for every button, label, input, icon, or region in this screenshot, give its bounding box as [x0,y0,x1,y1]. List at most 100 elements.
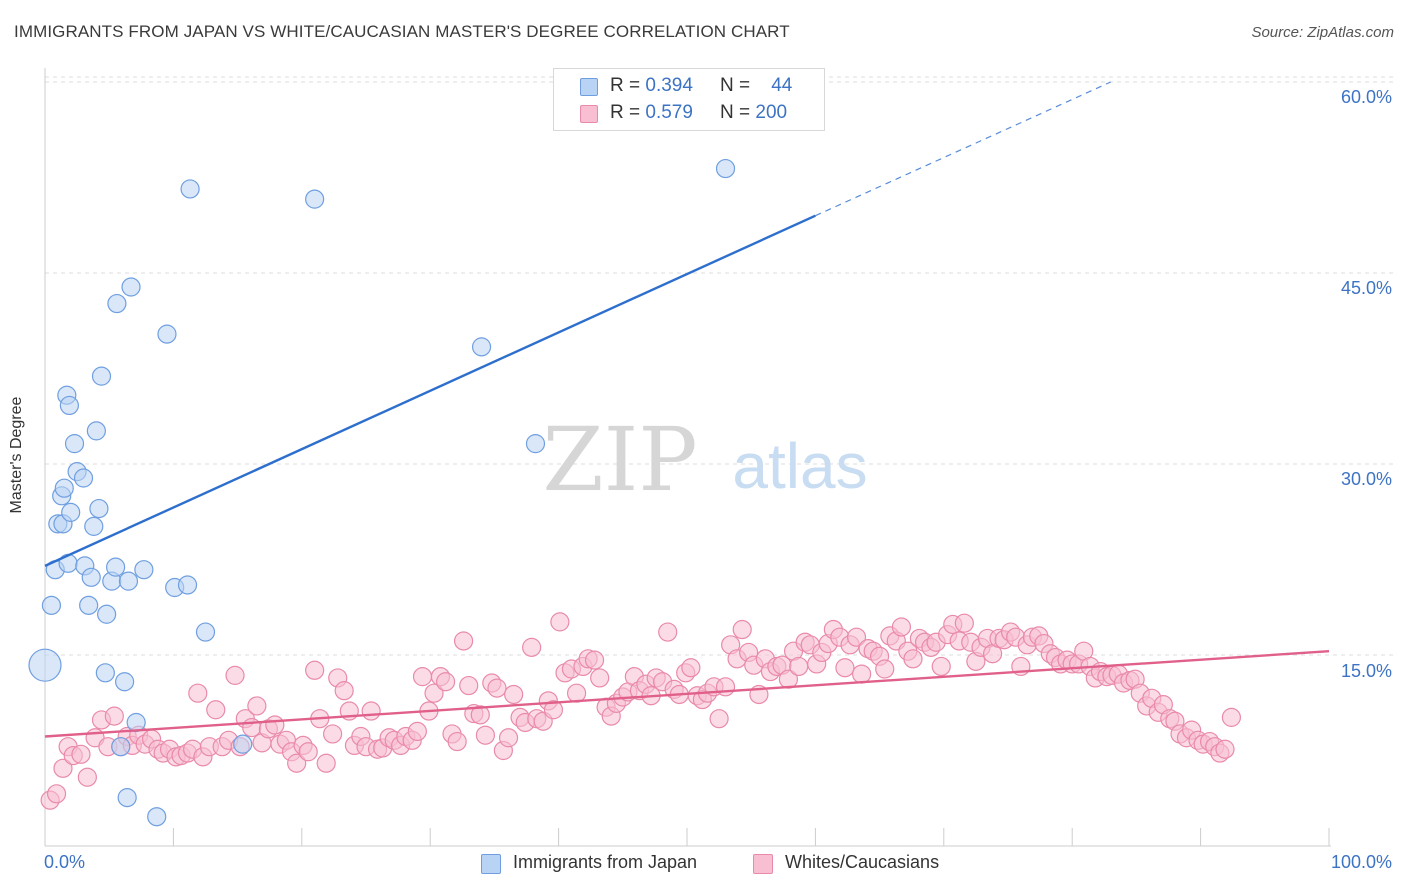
data-point-whites [875,659,895,679]
data-point-japan [41,595,62,615]
data-point-japan [84,516,104,536]
data-point-whites [1215,739,1235,759]
data-point-japan [471,337,492,357]
legend-swatch-pink [753,854,773,874]
data-point-japan [525,434,546,454]
data-point-japan [305,189,325,209]
legend-r-label: R = [610,75,641,96]
data-point-japan [106,557,126,577]
legend-r-label: R = [610,102,641,123]
data-point-japan [126,712,146,733]
data-point-whites [436,672,456,692]
data-point-whites [247,696,267,716]
data-point-whites [681,658,701,678]
data-point-whites [323,724,343,744]
data-point-japan [95,663,115,683]
legend-label-japan: Immigrants from Japan [513,852,698,872]
legend-r-value: 0.579 [645,102,693,123]
data-point-japan [59,395,79,416]
data-point-japan [134,560,154,580]
correlation-legend: R = 0.394 N = 44 R = 0.579 N = 200 [553,68,825,131]
data-point-japan [97,604,117,624]
data-point-japan [715,158,736,179]
data-point-whites [715,677,736,697]
data-point-japan [195,622,216,642]
data-point-japan [233,734,253,754]
data-point-whites [287,753,307,773]
data-point-whites [470,705,490,725]
data-point-japan [111,737,131,757]
data-point-whites [590,668,610,688]
data-point-whites [334,681,354,701]
watermark: ZIP atlas [542,408,867,511]
axes [44,68,1331,847]
legend-row-whites: R = 0.579 N = 200 [554,102,824,126]
data-point-whites [265,715,285,735]
data-point-japan [118,571,139,591]
trend-lines [44,81,1330,738]
data-point-whites [1221,707,1242,727]
data-point-japan [73,468,94,488]
data-point-japan [121,277,141,297]
data-point-whites [543,700,564,720]
source-credit: Source: ZipAtlas.com [1251,24,1394,41]
data-point-whites [846,627,867,647]
data-point-whites [104,706,124,726]
data-point-whites [931,656,951,677]
watermark-atlas: atlas [732,430,867,502]
data-point-japan [147,807,167,827]
trend-line-japan [44,214,816,567]
data-point-whites [424,683,444,703]
data-point-japan [79,595,99,615]
watermark-zip: ZIP [542,408,697,511]
data-point-japan [91,366,112,386]
data-point-japan [115,672,135,692]
data-point-whites [71,744,91,764]
legend-swatch-blue [580,78,598,96]
data-point-japan [28,648,62,682]
data-point-whites [852,664,872,684]
data-point-whites [954,613,974,633]
data-point-whites [453,631,474,651]
data-point-whites [361,701,381,721]
data-point-whites [732,619,752,640]
data-point-whites [891,617,912,637]
y-tick-label-30: 30.0% [1340,469,1392,489]
data-point-whites [522,637,542,657]
data-point-whites [407,721,427,742]
legend-n-value: 44 [771,75,793,96]
data-point-whites [206,700,226,720]
data-point-japan [117,788,137,808]
data-point-whites [789,656,809,677]
data-point-whites [498,728,519,748]
data-point-whites [46,784,67,804]
data-point-whites [504,684,524,705]
data-point-whites [53,758,73,778]
data-point-japan [157,324,177,344]
data-point-whites [835,658,855,678]
legend-n-label: N = [720,75,751,96]
data-point-whites [487,678,507,698]
chart-title: IMMIGRANTS FROM JAPAN VS WHITE/CAUCASIAN… [14,22,790,41]
y-tick-label-45: 45.0% [1340,278,1392,298]
data-point-japan [86,421,106,441]
data-point-whites [316,753,336,773]
legend-swatch-blue [481,854,501,874]
x-tick-label-max: 100.0% [1330,852,1392,872]
data-point-japan [107,293,127,314]
data-point-whites [447,731,467,752]
data-point-japan [64,434,85,454]
data-point-japan [54,478,74,498]
data-point-whites [77,767,97,787]
x-tick-label-min: 0.0% [44,852,86,872]
data-point-whites [658,622,678,642]
legend-r-value: 0.394 [645,75,693,96]
data-point-japan [81,567,101,587]
series-whites-points [40,612,1242,810]
data-point-japan [89,498,109,519]
data-point-whites [298,742,318,762]
data-point-whites [709,709,729,729]
y-tick-label-60: 60.0% [1340,87,1392,107]
data-point-whites [475,725,496,745]
